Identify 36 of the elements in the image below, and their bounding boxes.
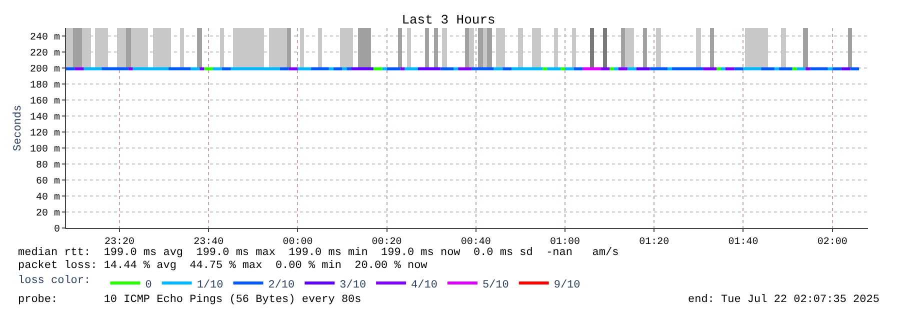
- x-tick-label: 01:00: [550, 237, 580, 248]
- x-tick-label: 02:00: [817, 237, 848, 248]
- y-tick-label: 60 m: [36, 176, 60, 188]
- text: probe: 10 ICMP Echo Pings (56 Bytes) every 80s: [18, 294, 362, 306]
- y-tick-label: 100 m: [30, 144, 60, 156]
- x-tick-label: 23:20: [104, 237, 134, 248]
- legend-label: 4/10: [411, 279, 438, 292]
- y-tick-label: 160 m: [30, 96, 60, 108]
- y-tick-label: 220 m: [30, 48, 60, 60]
- text: packet loss: 14.44 % avg 44.75 % max 0.00 % min 20.00 % now: [18, 260, 428, 272]
- x-tick-label: 01:40: [728, 237, 758, 248]
- y-tick-label: 240 m: [30, 32, 60, 44]
- legend-title: loss color:: [18, 274, 98, 287]
- x-tick-label: 00:40: [460, 237, 491, 248]
- chart-title: Last 3 Hours: [402, 12, 496, 28]
- legend-label: 1/10: [196, 279, 224, 292]
- y-tick-label: 20 m: [36, 208, 60, 220]
- x-tick-label: 00:00: [282, 237, 313, 248]
- y-tick-label: 80 m: [36, 160, 60, 172]
- y-tick-label: 120 m: [30, 128, 60, 140]
- y-tick-label: 200 m: [30, 64, 60, 76]
- text: end: Tue Jul 22 02:07:35 2025: [688, 294, 880, 306]
- legend-label: 2/10: [268, 279, 295, 292]
- y-tick-label: 180 m: [30, 80, 60, 92]
- y-tick-label: 40 m: [36, 192, 60, 204]
- text: median rtt: 199.0 ms avg 199.0 ms max 199.0 ms min 199.0 ms now 0.0 ms sd -nan am/s: [18, 247, 619, 259]
- x-tick-label: 23:40: [194, 237, 224, 248]
- y-axis-title: Seconds: [12, 104, 25, 152]
- legend-label: 5/10: [482, 279, 509, 292]
- x-tick-label: 01:20: [639, 237, 670, 248]
- legend-label: 9/10: [554, 279, 580, 292]
- legend-label: 0: [145, 279, 152, 292]
- legend-label: 3/10: [340, 279, 366, 292]
- x-tick-label: 00:20: [372, 237, 402, 248]
- y-tick-label: 140 m: [30, 112, 60, 124]
- y-tick-label: 0: [54, 224, 60, 236]
